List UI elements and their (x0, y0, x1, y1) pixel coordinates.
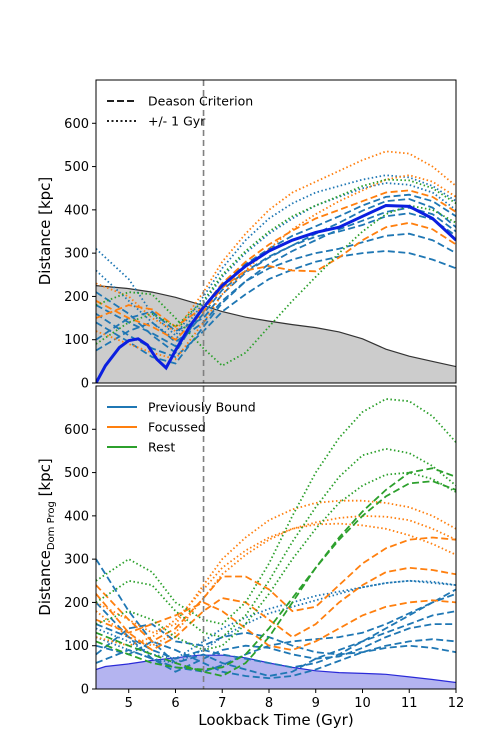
bottom-series-line-previously-bound-5 (96, 588, 456, 673)
bottom-y-axis-label: DistanceDom Prog [kpc] (36, 458, 57, 615)
bottom-series-line-previously-bound-7 (96, 579, 456, 660)
top-y-tick-label: 100 (64, 333, 89, 348)
bottom-series-group (96, 398, 456, 680)
top-y-ticks: 0 100 200 300 400 500 600 (64, 117, 96, 392)
top-y-tick-label: 400 (64, 203, 89, 218)
bottom-series-line-focussed-8 (96, 536, 456, 643)
bottom-series-line-rest-15 (96, 480, 456, 671)
bottom-x-ticks: 5 6 7 8 9 10 11 12 (125, 689, 465, 711)
top-series-line-rest-13 (96, 178, 456, 345)
bottom-y-tick-label: 600 (64, 423, 89, 438)
bottom-legend: Previously Bound Focussed Rest (107, 400, 256, 455)
legend-label-previously-bound: Previously Bound (148, 400, 256, 415)
top-legend: Deason Criterion +/- 1 Gyr (107, 94, 253, 129)
bottom-series-line-rest-17 (96, 447, 456, 639)
bottom-y-tick-label: 300 (64, 553, 89, 568)
bottom-series-line-previously-bound-6 (96, 579, 456, 664)
x-tick-label: 7 (218, 696, 226, 711)
bottom-panel: 0 100 200 300 400 500 600 5 6 7 8 9 10 11 12 Distance… (36, 385, 465, 729)
bottom-y-tick-label: 0 (81, 683, 89, 698)
bottom-series-line-previously-bound-1 (96, 592, 456, 669)
bottom-series-line-focussed-12 (96, 514, 456, 647)
bottom-series-line-rest-14 (96, 467, 456, 677)
bottom-series-line-previously-bound-2 (96, 638, 456, 680)
x-tick-label: 11 (401, 696, 418, 711)
top-y-tick-label: 500 (64, 160, 89, 175)
top-y-tick-label: 300 (64, 247, 89, 262)
top-series-line-previously-bound-3 (96, 232, 456, 352)
x-tick-label: 8 (265, 696, 273, 711)
legend-label-deason: Deason Criterion (148, 94, 253, 109)
x-tick-label: 10 (354, 696, 371, 711)
top-y-tick-label: 200 (64, 290, 89, 305)
top-series-line-previously-bound-2 (96, 198, 456, 341)
bottom-y-ticks: 0 100 200 300 400 500 600 (64, 423, 96, 698)
bottom-y-tick-label: 400 (64, 509, 89, 524)
bottom-y-tick-label: 200 (64, 596, 89, 611)
top-series-line-focussed-10 (96, 150, 456, 333)
bottom-series-line-focussed-11 (96, 499, 456, 634)
bottom-y-tick-label: 500 (64, 466, 89, 481)
bottom-axes-frame (95, 385, 457, 690)
ylabel-subscript: Dom Prog (46, 501, 57, 550)
top-series-line-previously-bound-4 (96, 193, 456, 355)
x-tick-label: 9 (312, 696, 320, 711)
legend-label-plusminus: +/- 1 Gyr (148, 114, 206, 129)
x-axis-label: Lookback Time (Gyr) (198, 711, 353, 729)
bottom-series-line-previously-bound-0 (96, 558, 456, 677)
bottom-series-line-rest-18 (96, 471, 456, 651)
x-tick-label: 12 (448, 696, 465, 711)
top-panel: 0 100 200 300 400 500 600 Distance [kpc] Deaso… (36, 79, 457, 392)
x-tick-label: 6 (171, 696, 179, 711)
ylabel-main: Distance (36, 550, 54, 616)
bottom-series-line-previously-bound-4 (96, 601, 456, 673)
top-series-group (96, 150, 456, 367)
bottom-series-line-previously-bound-3 (96, 623, 456, 656)
top-series-line-previously-bound-1 (96, 206, 456, 365)
bottom-series-line-focussed-9 (96, 566, 456, 652)
x-tick-label: 5 (125, 696, 133, 711)
top-shaded-region (96, 285, 456, 383)
main-track-line (96, 203, 456, 383)
bottom-y-tick-label: 100 (64, 639, 89, 654)
legend-label-rest: Rest (148, 440, 175, 455)
top-y-tick-label: 0 (81, 377, 89, 392)
bottom-series-line-focussed-13 (96, 522, 456, 647)
top-series-line-previously-bound-0 (96, 212, 456, 348)
top-series-line-focussed-9 (96, 189, 456, 328)
legend-label-focussed: Focussed (148, 420, 206, 435)
top-series-line-previously-bound-5 (96, 250, 456, 359)
top-y-tick-label: 600 (64, 117, 89, 132)
top-y-axis-label: Distance [kpc] (36, 177, 54, 286)
top-series-line-focussed-11 (96, 174, 456, 361)
bottom-series-line-rest-16 (96, 398, 456, 626)
top-series-line-focussed-8 (96, 221, 456, 341)
bottom-shaded-region (96, 655, 456, 689)
top-shaded-boundary-line (96, 285, 456, 368)
ylabel-unit: [kpc] (36, 458, 54, 501)
top-axes-frame (95, 79, 457, 384)
